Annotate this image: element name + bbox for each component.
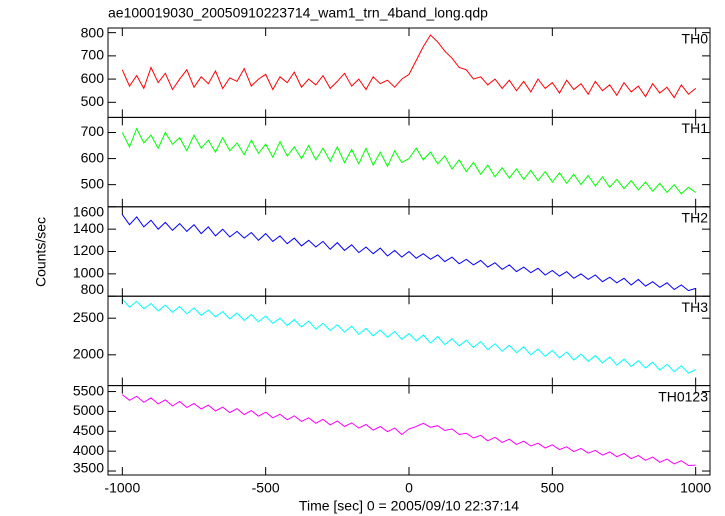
panel-label: TH3 <box>682 299 709 315</box>
y-tick-label: 2000 <box>73 346 104 362</box>
series-line <box>121 127 696 195</box>
panel-label: TH2 <box>682 210 709 226</box>
y-tick-label: 1000 <box>73 265 104 281</box>
panel-label: TH0 <box>682 31 709 47</box>
y-tick-label: 5000 <box>73 402 104 418</box>
panel-frame <box>107 27 711 118</box>
panel-label: TH1 <box>682 120 709 136</box>
series-line <box>121 214 696 292</box>
x-tick-label: 0 <box>405 480 413 496</box>
chart-title: ae100019030_20050910223714_wam1_trn_4ban… <box>108 5 488 21</box>
x-axis-label: Time [sec] 0 = 2005/09/10 22:37:14 <box>299 498 519 514</box>
panel-frame <box>107 385 711 476</box>
y-tick-label: 1400 <box>73 220 104 236</box>
x-tick-label: 500 <box>541 480 565 496</box>
y-tick-label: 2500 <box>73 309 104 325</box>
y-tick-label: 600 <box>81 149 105 165</box>
y-tick-label: 500 <box>81 93 105 109</box>
y-tick-label: 4500 <box>73 422 104 438</box>
y-tick-label: 4000 <box>73 442 104 458</box>
y-tick-label: 800 <box>81 25 105 41</box>
panel-label: TH0123 <box>658 388 708 404</box>
y-tick-label: 700 <box>81 123 105 139</box>
y-tick-label: 800 <box>81 281 105 297</box>
y-tick-label: 1200 <box>73 242 104 258</box>
y-tick-label: 5500 <box>73 382 104 398</box>
y-tick-label: 1600 <box>73 204 104 220</box>
series-line <box>121 394 696 467</box>
y-tick-label: 3500 <box>73 460 104 476</box>
y-tick-label: 500 <box>81 175 105 191</box>
x-tick-label: -500 <box>252 480 280 496</box>
y-tick-label: 700 <box>81 47 105 63</box>
y-axis-label: Counts/sec <box>33 217 49 287</box>
x-tick-label: 1000 <box>680 480 711 496</box>
panel-frame <box>107 295 711 387</box>
series-line <box>121 298 696 374</box>
series-line <box>121 34 697 99</box>
y-tick-label: 600 <box>81 70 105 86</box>
x-tick-label: -1000 <box>104 480 140 496</box>
panel-frame <box>107 116 711 208</box>
